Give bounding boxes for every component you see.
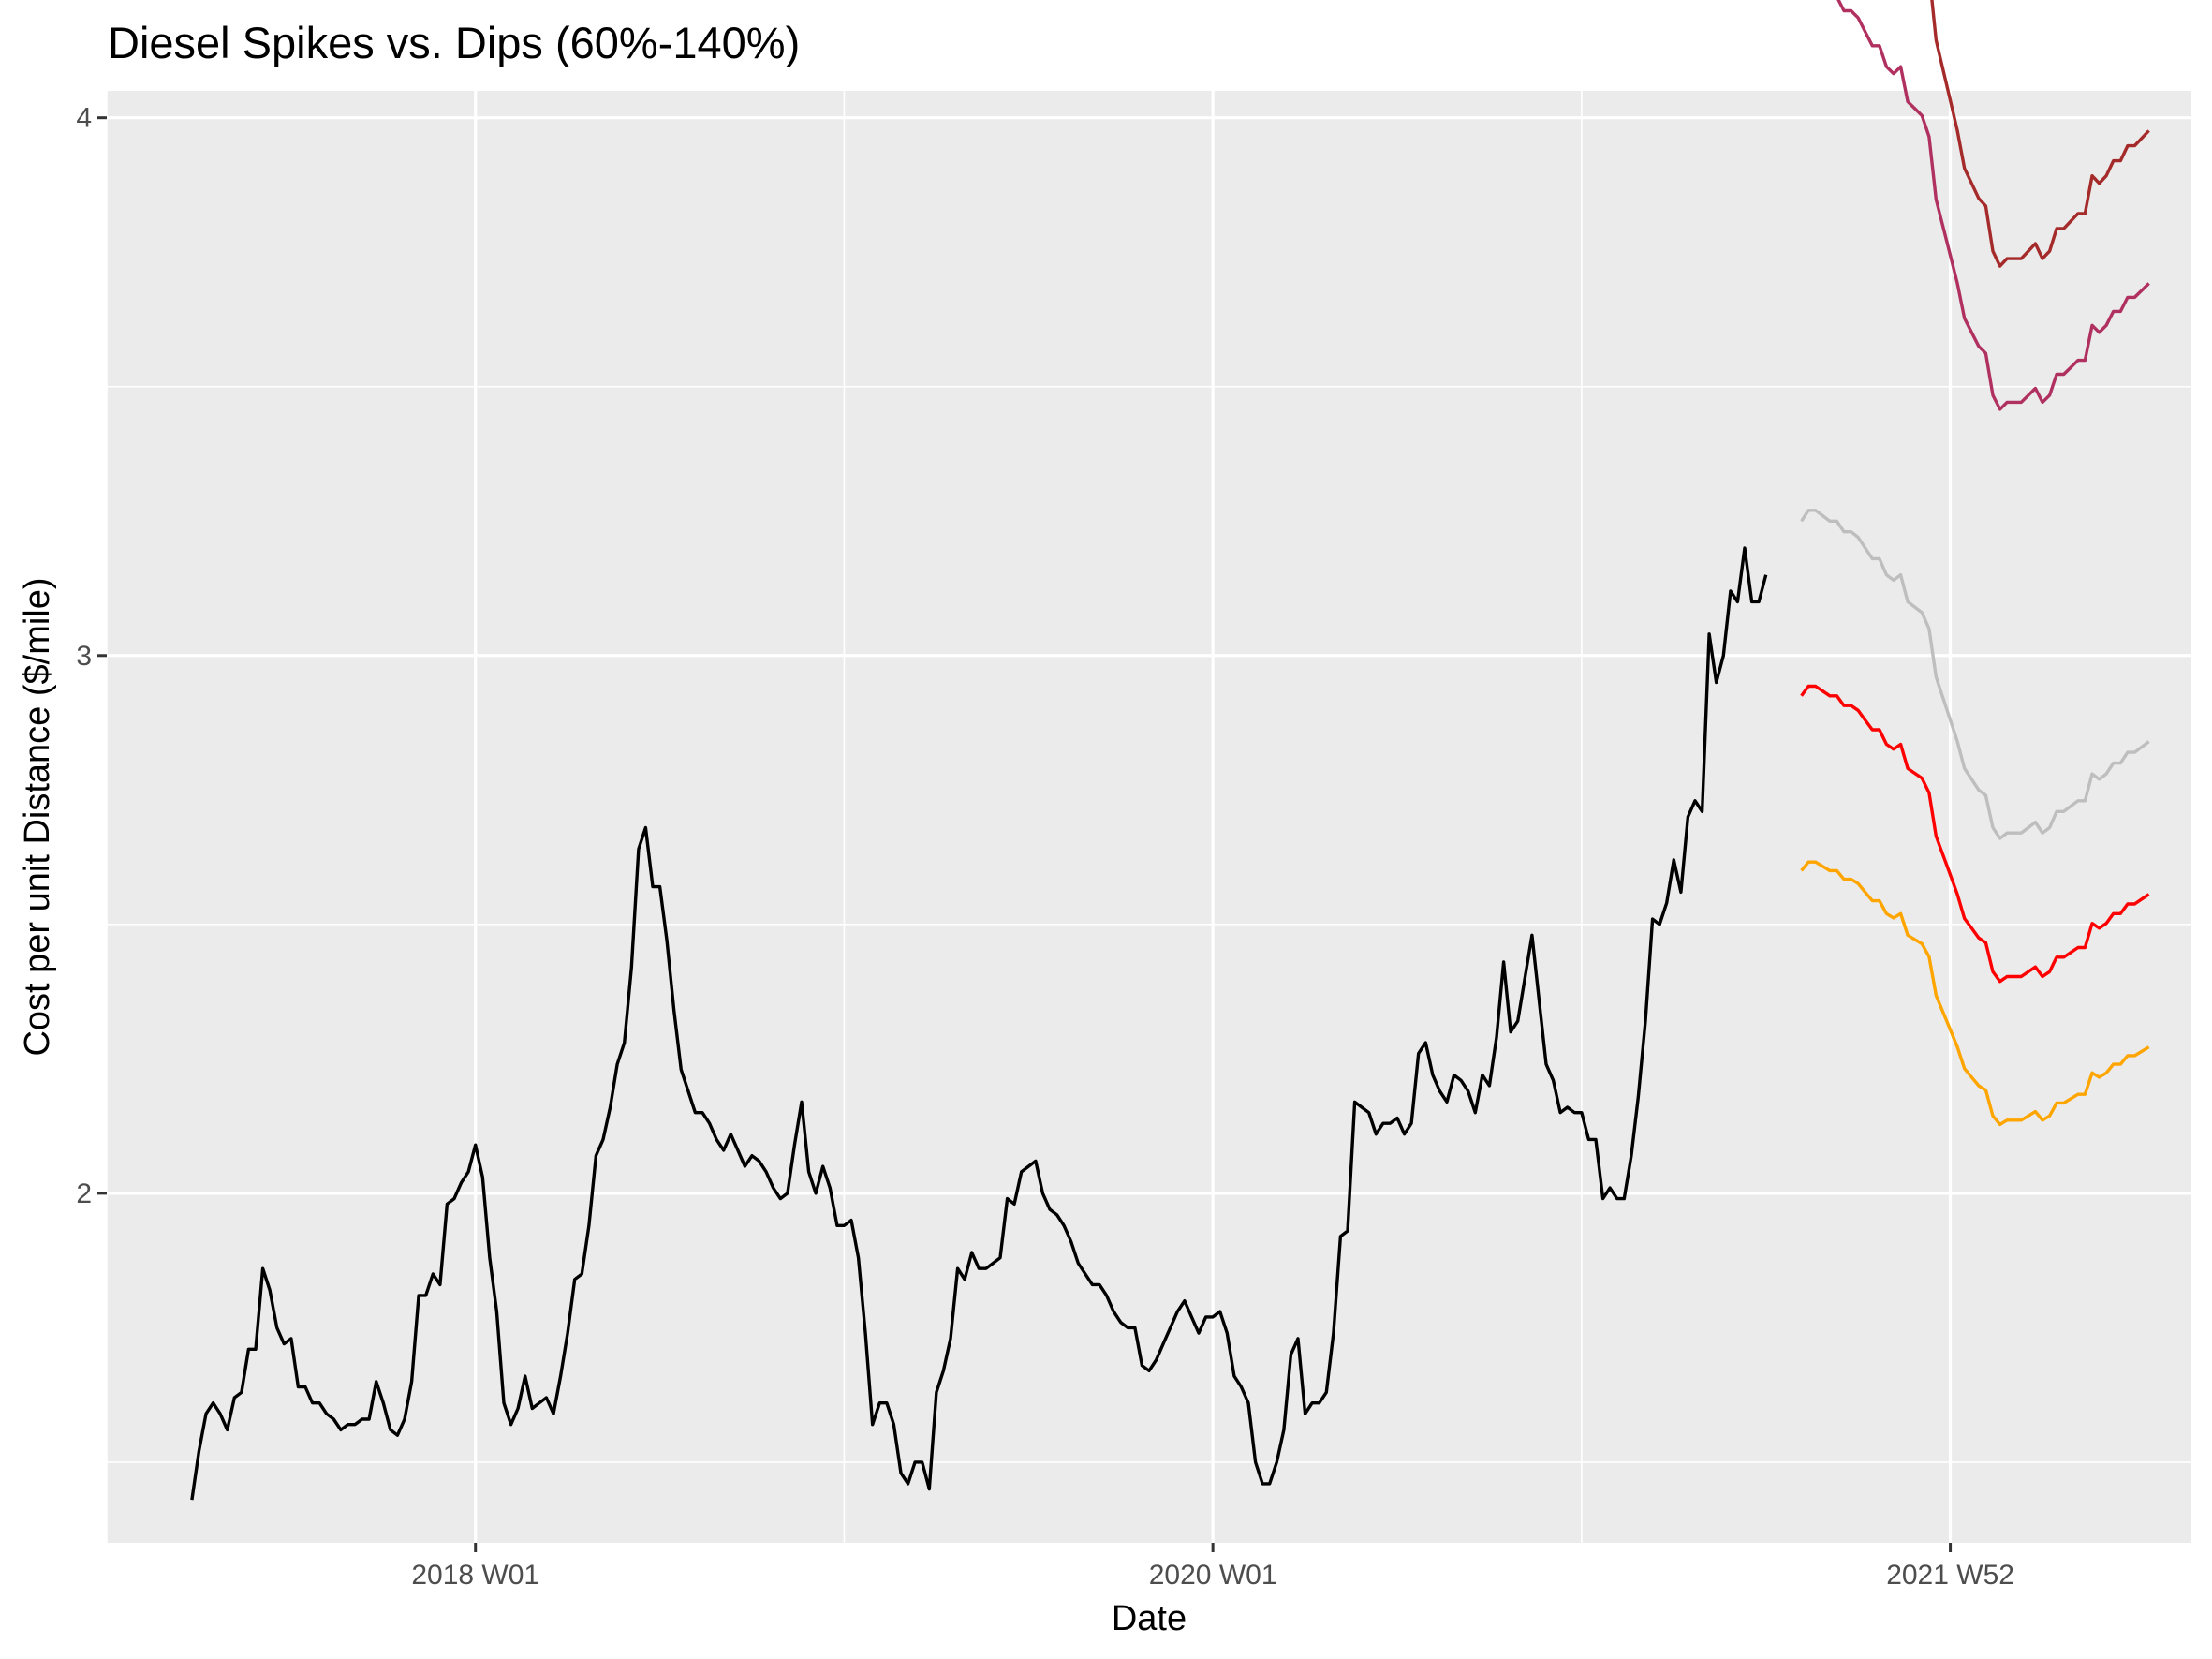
plot-panel bbox=[107, 91, 2191, 1543]
y-tick-label: 4 bbox=[76, 103, 92, 134]
series-line-forecast bbox=[1800, 860, 2150, 1127]
series-line-forecast bbox=[1800, 684, 2150, 984]
x-tick-label: 2021 W52 bbox=[1886, 1560, 2014, 1591]
axis-ticks bbox=[97, 116, 1953, 1552]
series-line-forecast bbox=[1836, 0, 2150, 411]
chart-title: Diesel Spikes vs. Dips (60%-140%) bbox=[108, 18, 800, 67]
series-line-forecast bbox=[1800, 509, 2150, 840]
x-tick-labels: 2018 W01 2020 W01 2021 W52 bbox=[411, 1560, 2014, 1591]
x-axis-title: Date bbox=[1112, 1599, 1187, 1638]
y-tick-label: 2 bbox=[76, 1178, 92, 1209]
y-tick-labels: 2 3 4 bbox=[76, 103, 92, 1209]
y-axis-title: Cost per unit Distance ($/mile) bbox=[18, 577, 57, 1056]
x-tick-label: 2020 W01 bbox=[1149, 1560, 1277, 1591]
grid-minor bbox=[106, 91, 2191, 1543]
x-tick-label: 2018 W01 bbox=[411, 1560, 539, 1591]
grid-major bbox=[107, 91, 2191, 1543]
y-tick-label: 3 bbox=[76, 641, 92, 672]
series-lines bbox=[190, 0, 2150, 1501]
series-line-historical bbox=[190, 546, 1768, 1501]
series-line-forecast bbox=[1930, 0, 2150, 268]
